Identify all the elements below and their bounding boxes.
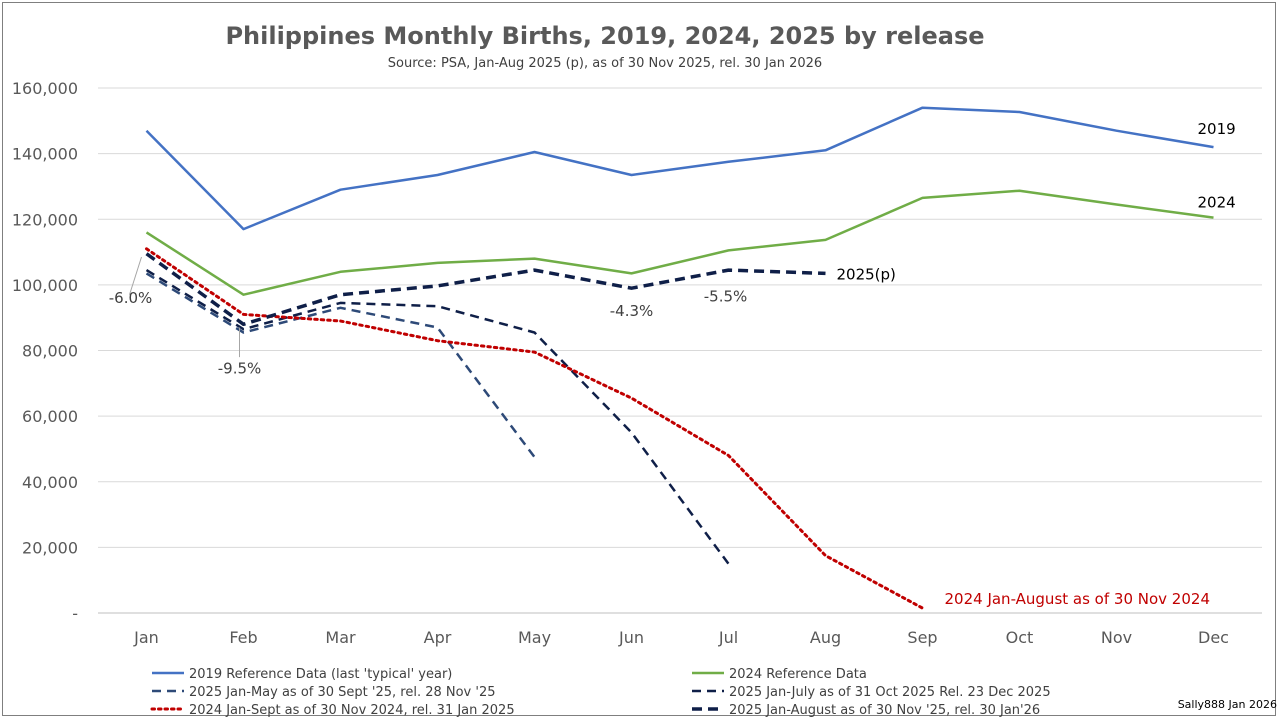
- legend-label-3: 2025 Jan-May as of 30 Sept '25, rel. 28 …: [189, 685, 496, 700]
- series-line-5: [145, 247, 924, 610]
- annotations: -6.0% -9.5% -4.3% -5.5% 2024 Jan-August as o…: [109, 256, 1210, 608]
- x-tick-label: Jul: [718, 628, 738, 647]
- legend-label-2: 2024 Reference Data: [729, 667, 867, 682]
- legend-label-4: 2025 Jan-July as of 31 Oct 2025 Rel. 23 …: [729, 685, 1051, 700]
- x-tick-label: Dec: [1198, 628, 1229, 647]
- x-axis: Jan Feb Mar Apr May Jun Jul Aug Sep Oct Nov Dec: [133, 628, 1229, 647]
- legend-label-6: 2025 Jan-August as of 30 Nov '25, rel. 3…: [729, 703, 1040, 718]
- y-tick-label: 140,000: [12, 145, 78, 164]
- y-tick-label: 20,000: [22, 538, 78, 557]
- y-axis: - 20,000 40,000 60,000 80,000 100,000 120,000 1…: [12, 79, 78, 623]
- x-tick-label: Jun: [618, 628, 644, 647]
- end-label-2025p: 2025(p): [837, 265, 896, 283]
- x-tick-label: May: [518, 628, 551, 647]
- x-tick-label: Aug: [810, 628, 841, 647]
- x-tick-label: Oct: [1006, 628, 1034, 647]
- credit-text: Sally888 Jan 2026: [1178, 698, 1277, 711]
- series-end-labels: 2019 2024 2025(p): [837, 120, 1236, 283]
- x-tick-label: Sep: [907, 628, 937, 647]
- series-lines: [145, 106, 1214, 610]
- annotation-jan-pct: -6.0%: [109, 289, 153, 307]
- x-tick-label: Feb: [229, 628, 257, 647]
- x-tick-label: Apr: [424, 628, 452, 647]
- legend-label-5: 2024 Jan-Sept as of 30 Nov 2024, rel. 31…: [189, 703, 515, 718]
- series-line-3: [145, 272, 536, 458]
- leader-line: [129, 256, 142, 295]
- annotation-jun-pct: -4.3%: [610, 302, 654, 320]
- y-tick-label: 40,000: [22, 473, 78, 492]
- end-label-2019: 2019: [1198, 120, 1236, 138]
- chart-subtitle: Source: PSA, Jan-Aug 2025 (p), as of 30 …: [388, 56, 822, 71]
- annotation-jul-pct: -5.5%: [704, 287, 748, 305]
- y-tick-label: 160,000: [12, 79, 78, 98]
- y-tick-label: 80,000: [22, 342, 78, 361]
- y-tick-label: 60,000: [22, 407, 78, 426]
- annotation-2024-release: 2024 Jan-August as of 30 Nov 2024: [945, 590, 1210, 608]
- legend: 2019 Reference Data (last 'typical' year…: [150, 667, 1051, 718]
- y-tick-label: 120,000: [12, 210, 78, 229]
- legend-label-1: 2019 Reference Data (last 'typical' year…: [189, 667, 452, 682]
- x-tick-label: Nov: [1101, 628, 1132, 647]
- y-tick-label: 100,000: [12, 276, 78, 295]
- gridlines: [98, 87, 1262, 614]
- chart-title: Philippines Monthly Births, 2019, 2024, …: [225, 22, 984, 50]
- x-tick-label: Mar: [325, 628, 356, 647]
- series-line-4: [145, 269, 730, 565]
- series-line-1: [145, 106, 1214, 231]
- x-tick-label: Jan: [133, 628, 159, 647]
- end-label-2024: 2024: [1198, 194, 1236, 212]
- y-tick-label: -: [72, 604, 78, 623]
- series-line-2: [145, 189, 1214, 296]
- annotation-feb-pct: -9.5%: [218, 359, 262, 377]
- series-line-6: [145, 252, 826, 327]
